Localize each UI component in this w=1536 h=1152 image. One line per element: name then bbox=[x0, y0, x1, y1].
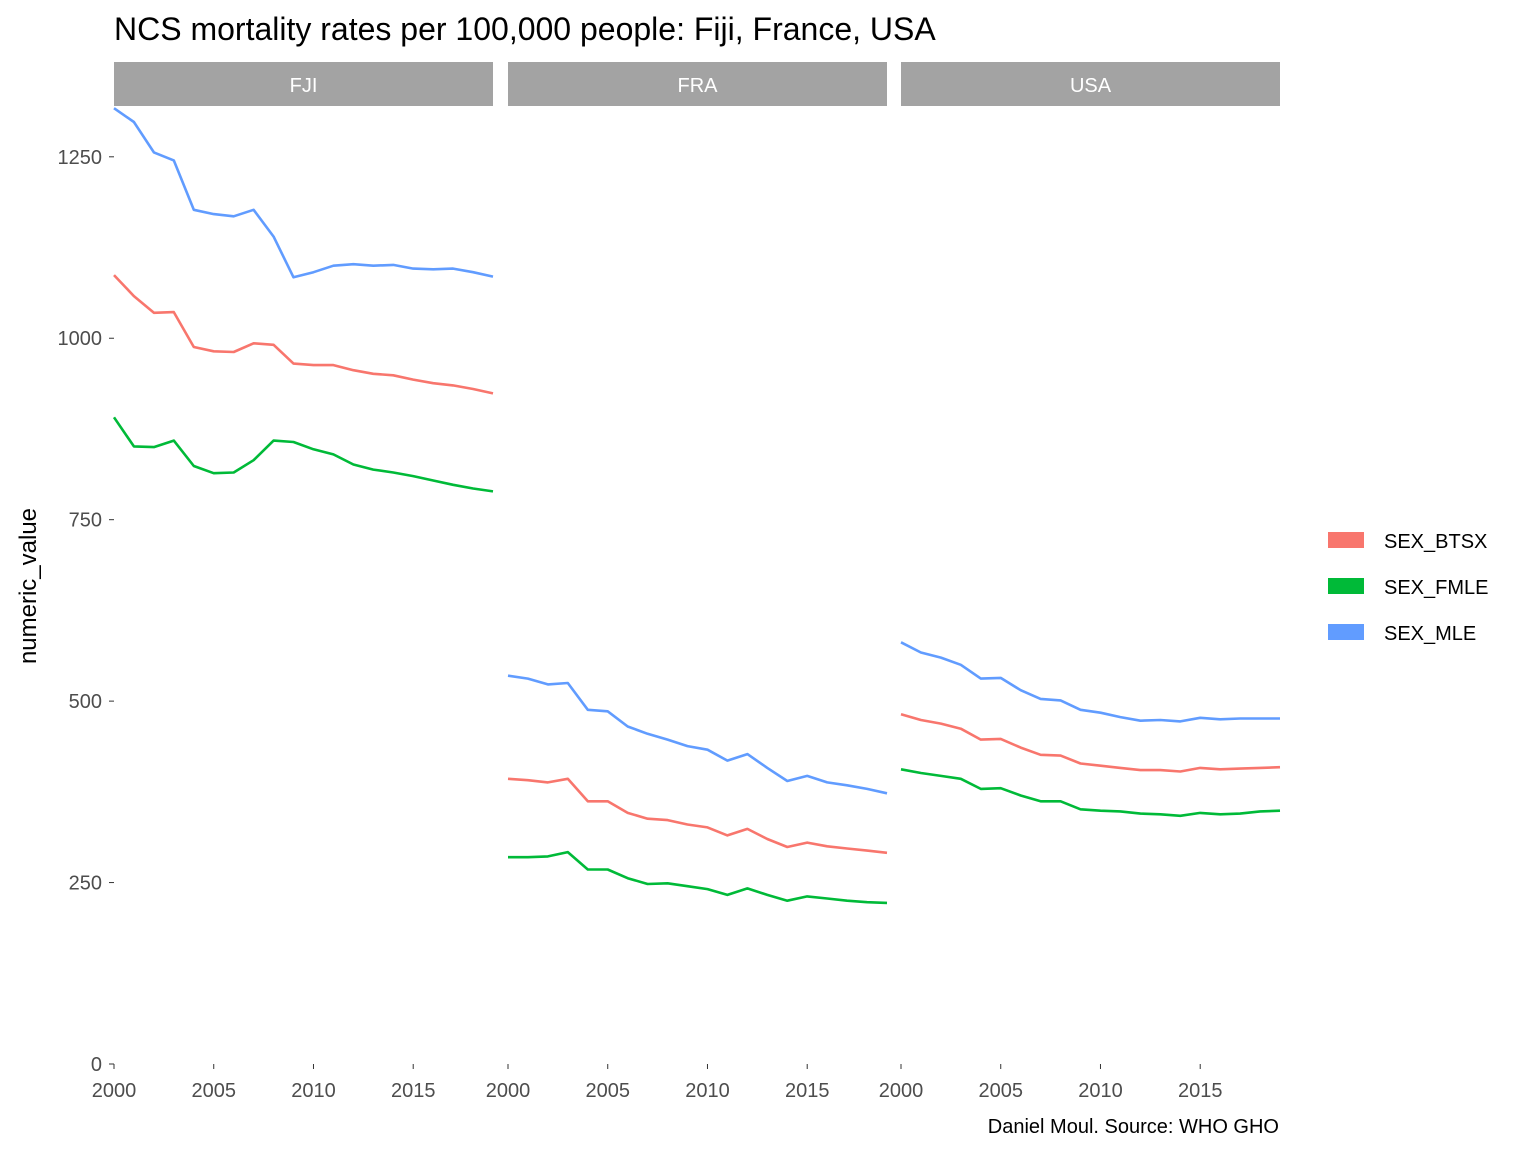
legend-label: SEX_BTSX bbox=[1384, 531, 1487, 553]
series-line-sex-btsx bbox=[507, 777, 888, 855]
x-tick-label: 2005 bbox=[585, 1080, 630, 1102]
chart-title: NCS mortality rates per 100,000 people: … bbox=[114, 11, 936, 47]
x-tick-label: 2000 bbox=[486, 1080, 531, 1102]
facet-strip bbox=[114, 62, 493, 106]
facet-panel-fra: FRA 2000 2005 2010 2015 bbox=[486, 62, 888, 1102]
x-tick-label: 2005 bbox=[978, 1080, 1023, 1102]
x-tick-label: 2015 bbox=[785, 1080, 830, 1102]
facet-strip-label: USA bbox=[1070, 75, 1112, 97]
series-line-sex-mle bbox=[507, 674, 888, 795]
series-line-sex-fmle bbox=[900, 768, 1281, 818]
legend-key bbox=[1328, 532, 1364, 548]
y-axis: 0 250 500 750 1000 1250 bbox=[58, 147, 114, 1076]
x-tick-label: 2015 bbox=[1178, 1080, 1223, 1102]
facet-panel-usa: USA 2000 2005 2010 2015 bbox=[879, 62, 1281, 1102]
legend-item-sex-fmle: SEX_FMLE bbox=[1328, 577, 1488, 599]
legend-label: SEX_FMLE bbox=[1384, 577, 1488, 599]
legend-label: SEX_MLE bbox=[1384, 623, 1476, 645]
chart-caption: Daniel Moul. Source: WHO GHO bbox=[988, 1116, 1279, 1138]
y-tick-label: 500 bbox=[69, 691, 102, 713]
series-line-sex-btsx bbox=[900, 712, 1281, 773]
x-tick-label: 2005 bbox=[191, 1080, 236, 1102]
legend-item-sex-btsx: SEX_BTSX bbox=[1328, 531, 1487, 553]
x-tick-label: 2010 bbox=[1078, 1080, 1123, 1102]
series-line-sex-mle bbox=[113, 107, 494, 279]
series-line-sex-mle bbox=[900, 641, 1280, 723]
legend: SEX_BTSX SEX_FMLE SEX_MLE bbox=[1328, 531, 1488, 645]
y-tick-label: 1000 bbox=[58, 328, 103, 350]
x-tick-label: 2010 bbox=[291, 1080, 336, 1102]
series-line-sex-fmle bbox=[508, 850, 888, 905]
legend-key bbox=[1328, 578, 1364, 594]
facet-strip bbox=[508, 62, 887, 106]
legend-item-sex-mle: SEX_MLE bbox=[1328, 623, 1476, 645]
y-tick-label: 0 bbox=[91, 1054, 102, 1076]
facet-strip-label: FRA bbox=[678, 75, 719, 97]
x-tick-label: 2000 bbox=[92, 1080, 137, 1102]
x-tick-label: 2000 bbox=[879, 1080, 924, 1102]
y-tick-label: 1250 bbox=[58, 147, 103, 169]
y-tick-label: 250 bbox=[69, 873, 102, 895]
facet-strip bbox=[901, 62, 1280, 106]
facet-panel-fji: FJI 2000 2005 2010 2015 bbox=[92, 62, 494, 1102]
x-tick-label: 2010 bbox=[685, 1080, 730, 1102]
x-tick-label: 2015 bbox=[391, 1080, 436, 1102]
legend-key bbox=[1328, 624, 1364, 640]
y-tick-label: 750 bbox=[69, 510, 102, 532]
facet-strip-label: FJI bbox=[290, 75, 318, 97]
y-axis-title: numeric_value bbox=[15, 508, 42, 664]
series-line-sex-fmle bbox=[112, 416, 494, 493]
series-line-sex-btsx bbox=[113, 274, 494, 395]
